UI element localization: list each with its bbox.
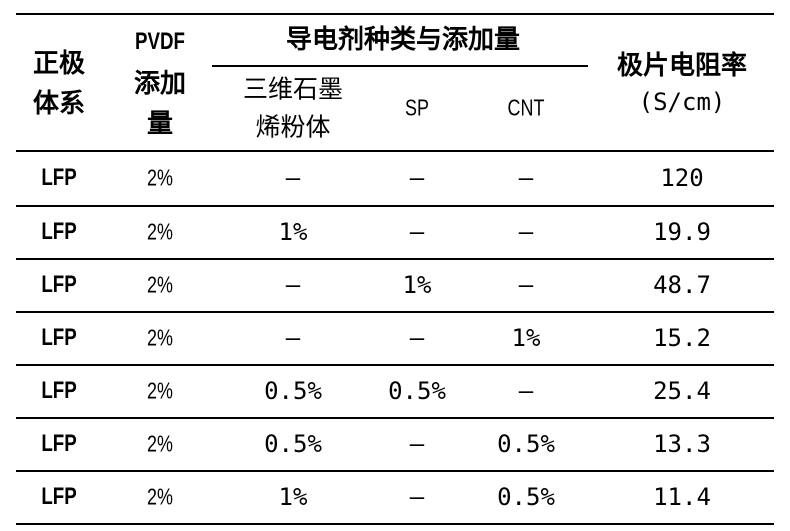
cell-resistivity: 25.4 (653, 377, 711, 405)
header-graphene-line1: 三维石墨 (242, 74, 344, 104)
cell-graphene: 1% (278, 483, 308, 511)
cell-pvdf: 2% (147, 483, 173, 510)
cell-graphene: 0.5% (264, 430, 322, 458)
cell-cnt: – (518, 218, 534, 246)
cell-resistivity: 120 (660, 164, 704, 192)
cell-resistivity: 11.4 (653, 483, 711, 511)
cell-sp: – (409, 430, 425, 458)
cell-sp: 0.5% (388, 377, 446, 405)
cell-cathode-system: LFP (41, 218, 77, 245)
cell-cnt: 1% (511, 324, 541, 352)
cell-resistivity: 48.7 (653, 271, 711, 299)
cell-cnt: – (518, 164, 534, 192)
bottom-rule (16, 523, 774, 525)
cell-cnt: 0.5% (497, 483, 555, 511)
cell-pvdf: 2% (147, 218, 173, 245)
header-resistivity-line2: (S/cm) (638, 88, 726, 116)
cell-pvdf: 2% (147, 377, 173, 404)
cell-graphene: – (285, 271, 301, 299)
header-resistivity-line1: 极片电阻率 (616, 51, 748, 81)
header-graphene-line2: 烯粉体 (255, 112, 331, 142)
cell-cathode-system: LFP (41, 430, 77, 457)
header-cnt: CNT (507, 94, 545, 121)
cell-cathode-system: LFP (41, 164, 77, 191)
cell-pvdf: 2% (147, 430, 173, 457)
row-rule (16, 364, 774, 366)
row-rule (16, 311, 774, 313)
cell-sp: 1% (402, 271, 432, 299)
cell-cathode-system: LFP (41, 324, 77, 351)
cell-sp: – (409, 218, 425, 246)
cell-cnt: – (518, 271, 534, 299)
cell-pvdf: 2% (147, 271, 173, 298)
header-pvdf-line3: 量 (146, 109, 174, 139)
header-pvdf-line2: 添加 (133, 69, 187, 99)
cell-sp: – (409, 483, 425, 511)
cell-cathode-system: LFP (41, 483, 77, 510)
header-cathode-system-line1: 正极 (32, 49, 86, 79)
group-underline (212, 65, 588, 67)
cell-graphene: – (285, 164, 301, 192)
top-rule (16, 13, 774, 15)
cell-cathode-system: LFP (41, 377, 77, 404)
row-rule (16, 258, 774, 260)
cell-resistivity: 13.3 (653, 430, 711, 458)
cell-pvdf: 2% (147, 324, 173, 351)
cell-graphene: 1% (278, 218, 308, 246)
cell-resistivity: 19.9 (653, 218, 711, 246)
cell-resistivity: 15.2 (653, 324, 711, 352)
cell-cathode-system: LFP (41, 271, 77, 298)
header-conductive-agent-group: 导电剂种类与添加量 (285, 25, 521, 55)
header-cathode-system-line2: 体系 (32, 89, 86, 119)
row-rule (16, 205, 774, 207)
cell-sp: – (409, 324, 425, 352)
cell-cnt: 0.5% (497, 430, 555, 458)
row-rule (16, 470, 774, 472)
header-bottom-rule (16, 150, 774, 152)
cell-graphene: – (285, 324, 301, 352)
cell-cnt: – (518, 377, 534, 405)
header-pvdf-line1: PVDF (135, 28, 185, 55)
cell-graphene: 0.5% (264, 377, 322, 405)
row-rule (16, 417, 774, 419)
cell-pvdf: 2% (147, 164, 173, 191)
header-sp: SP (405, 94, 429, 121)
cell-sp: – (409, 164, 425, 192)
